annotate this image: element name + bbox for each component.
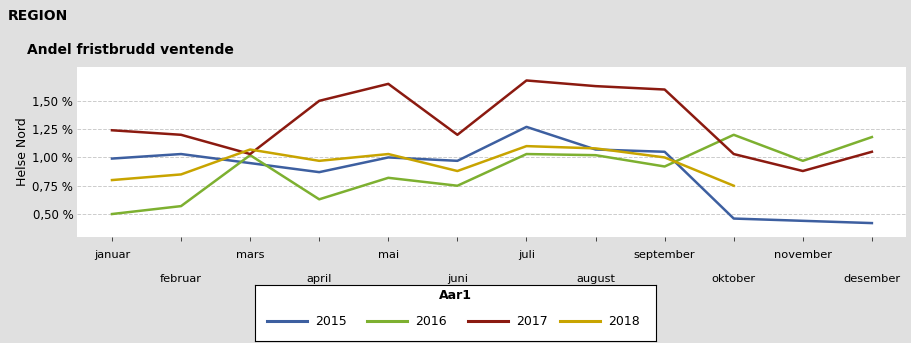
2018 — [660, 155, 670, 159]
2015 — [866, 221, 877, 225]
2018 — [313, 159, 324, 163]
2018 — [245, 147, 256, 152]
2015 — [797, 219, 808, 223]
2018 — [452, 169, 463, 173]
Text: REGION: REGION — [7, 9, 67, 23]
2016 — [728, 133, 739, 137]
Line: 2015: 2015 — [112, 127, 872, 223]
2015 — [313, 170, 324, 174]
2018 — [176, 172, 187, 176]
Text: 2015: 2015 — [315, 315, 347, 328]
2017 — [797, 169, 808, 173]
2015 — [452, 159, 463, 163]
Text: april: april — [306, 274, 332, 284]
2018 — [383, 152, 394, 156]
Text: juni: juni — [447, 274, 468, 284]
2018 — [521, 144, 532, 148]
Text: mars: mars — [236, 250, 264, 260]
2016 — [660, 164, 670, 168]
Text: januar: januar — [94, 250, 130, 260]
2016 — [521, 152, 532, 156]
2015 — [660, 150, 670, 154]
Line: 2017: 2017 — [112, 81, 872, 171]
2017 — [383, 82, 394, 86]
2017 — [452, 133, 463, 137]
2017 — [107, 128, 118, 132]
Text: oktober: oktober — [711, 274, 756, 284]
2015 — [383, 155, 394, 159]
Line: 2016: 2016 — [112, 135, 872, 214]
2017 — [313, 99, 324, 103]
2018 — [107, 178, 118, 182]
Text: Aar1: Aar1 — [439, 289, 472, 302]
Text: august: august — [576, 274, 615, 284]
2016 — [107, 212, 118, 216]
2018 — [728, 184, 739, 188]
Text: 2017: 2017 — [516, 315, 548, 328]
2015 — [728, 216, 739, 221]
2016 — [176, 204, 187, 208]
2016 — [590, 153, 601, 157]
Text: juli: juli — [518, 250, 535, 260]
Text: september: september — [634, 250, 695, 260]
2017 — [245, 152, 256, 156]
Line: 2018: 2018 — [112, 146, 733, 186]
2017 — [728, 152, 739, 156]
Text: 2016: 2016 — [415, 315, 447, 328]
2017 — [590, 84, 601, 88]
2016 — [452, 184, 463, 188]
Y-axis label: Helse Nord: Helse Nord — [16, 117, 29, 186]
2015 — [176, 152, 187, 156]
2015 — [107, 156, 118, 161]
2016 — [383, 176, 394, 180]
2016 — [313, 197, 324, 201]
2016 — [245, 153, 256, 157]
Text: Andel fristbrudd ventende: Andel fristbrudd ventende — [27, 43, 234, 57]
2017 — [660, 87, 670, 92]
Text: mai: mai — [378, 250, 399, 260]
Text: november: november — [773, 250, 832, 260]
Text: 2018: 2018 — [608, 315, 640, 328]
2018 — [590, 146, 601, 151]
2017 — [521, 79, 532, 83]
2017 — [176, 133, 187, 137]
2015 — [521, 125, 532, 129]
Text: desember: desember — [844, 274, 900, 284]
2015 — [590, 147, 601, 152]
2017 — [866, 150, 877, 154]
2016 — [866, 135, 877, 139]
2015 — [245, 161, 256, 165]
Text: februar: februar — [160, 274, 202, 284]
2016 — [797, 159, 808, 163]
